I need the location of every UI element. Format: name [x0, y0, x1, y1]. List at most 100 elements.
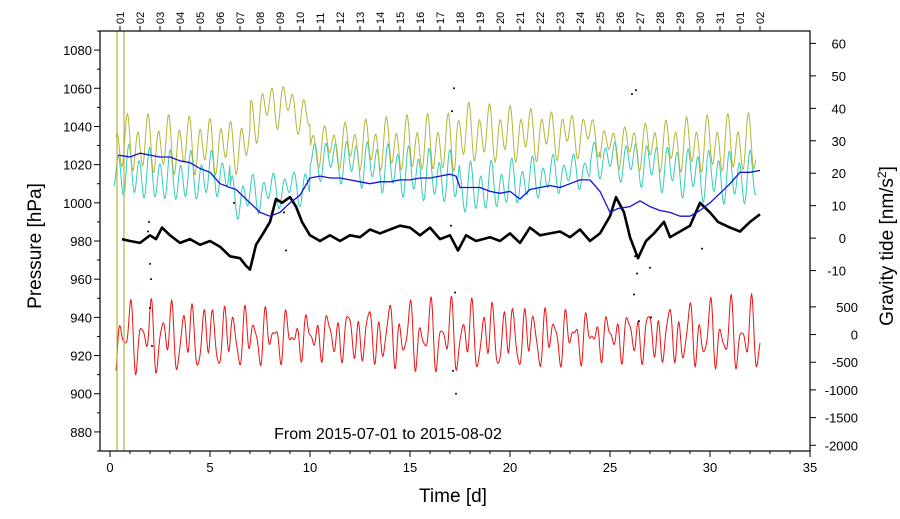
top-day-label: 10 — [295, 12, 307, 24]
outlier-dot — [631, 93, 633, 95]
outlier-dot — [638, 320, 640, 323]
y-left-tick-label: 900 — [70, 387, 92, 402]
top-day-label: 11 — [315, 13, 327, 24]
series-pressure-black — [121, 195, 761, 271]
y-right-upper-tick-label: 10 — [832, 199, 846, 214]
y-axis-title-right-main: Gravity tide [nm/s — [877, 178, 898, 326]
x-axis-title: Time [d] — [419, 486, 487, 507]
x-tick-label: 15 — [403, 460, 417, 475]
top-day-label: 15 — [395, 12, 407, 24]
y-right-lower-tick-label: 0 — [851, 328, 858, 343]
y-axis-title-left: Pressure [hPa] — [25, 183, 46, 309]
top-day-label: 13 — [355, 12, 367, 24]
outlier-dot — [701, 247, 703, 250]
y-right-upper-tick-label: 50 — [832, 69, 846, 84]
top-day-label: 01 — [115, 12, 127, 24]
plot-area — [113, 31, 761, 451]
y-right-lower-tick-label: -1500 — [825, 411, 858, 426]
series-pressure-blue — [117, 152, 761, 217]
x-tick-label: 10 — [303, 460, 317, 475]
outlier-dot — [149, 262, 151, 265]
outlier-dot — [147, 230, 149, 233]
top-day-label: 09 — [275, 12, 287, 24]
outlier-dot — [285, 249, 287, 252]
outlier-dot — [452, 369, 454, 372]
top-day-label: 22 — [535, 12, 547, 24]
top-day-label: 29 — [675, 12, 687, 24]
outlier-dot — [650, 316, 652, 319]
series-cyan-tide — [113, 140, 757, 220]
outlier-dot — [148, 220, 150, 223]
top-day-label: 31 — [715, 12, 727, 24]
x-tick-label: 20 — [503, 460, 517, 475]
outlier-dot — [453, 87, 455, 90]
top-day-label: 06 — [215, 12, 227, 24]
outlier-dot — [454, 291, 456, 294]
top-day-label: 05 — [195, 12, 207, 24]
series-red-tide — [115, 292, 761, 376]
top-day-label: 02 — [135, 12, 147, 24]
y-right-upper-tick-label: 30 — [832, 134, 846, 149]
top-day-label: 30 — [695, 12, 707, 24]
top-day-label: 04 — [175, 12, 187, 24]
annotation: From 2015-07-01 to 2015-08-02 — [274, 426, 502, 443]
top-day-label: 12 — [335, 12, 347, 24]
outlier-dot — [634, 255, 636, 258]
y-left-tick-label: 1080 — [63, 43, 92, 58]
y-left-tick-label: 1000 — [63, 196, 92, 211]
outlier-dot — [450, 224, 452, 227]
y-left-tick-label: 960 — [70, 272, 92, 287]
outlier-dot — [636, 272, 638, 275]
top-day-label: 20 — [495, 12, 507, 24]
y-right-upper-tick-label: 40 — [832, 101, 846, 116]
y-left-tick-label: 980 — [70, 234, 92, 249]
outlier-dot — [635, 89, 637, 92]
outlier-dot — [283, 211, 285, 214]
top-day-label: 25 — [595, 12, 607, 24]
y-right-lower-tick-label: -500 — [832, 355, 858, 370]
y-axis-title-right-sup: 2 — [875, 171, 889, 178]
top-day-label: 07 — [235, 12, 247, 24]
outlier-dot — [633, 293, 635, 296]
y-axis-title-right: Gravity tide [nm/s2] — [875, 166, 898, 326]
top-day-label: 27 — [635, 12, 647, 24]
x-tick-label: 35 — [803, 460, 817, 475]
outlier-dot — [455, 392, 457, 395]
outlier-dot — [151, 345, 153, 347]
y-right-lower-tick-label: -1000 — [825, 383, 858, 398]
outlier-dot — [233, 201, 235, 204]
y-axis-title-right-end: ] — [877, 166, 898, 171]
outlier-dot — [451, 110, 453, 113]
top-day-label: 02 — [755, 12, 767, 24]
y-right-lower-tick-label: -2000 — [825, 438, 858, 453]
top-day-label: 24 — [575, 12, 587, 24]
y-left-tick-label: 940 — [70, 310, 92, 325]
y-left-tick-label: 1040 — [63, 119, 92, 134]
top-day-label: 14 — [375, 12, 387, 24]
top-day-label: 19 — [475, 12, 487, 24]
x-tick-label: 5 — [206, 460, 213, 475]
top-day-label: 03 — [155, 12, 167, 24]
x-tick-label: 0 — [106, 460, 113, 475]
series-olive-tide — [115, 86, 757, 177]
y-left-tick-label: 1060 — [63, 81, 92, 96]
top-day-label: 17 — [435, 12, 447, 24]
top-day-label: 16 — [415, 12, 427, 24]
outlier-dot — [149, 306, 151, 309]
top-day-label: 18 — [455, 12, 467, 24]
top-day-label: 01 — [735, 12, 747, 24]
top-day-label: 08 — [255, 12, 267, 24]
y-left-tick-label: 880 — [70, 425, 92, 440]
y-left-tick-label: 1020 — [63, 158, 92, 173]
top-day-label: 26 — [615, 12, 627, 24]
x-tick-label: 25 — [603, 460, 617, 475]
y-right-upper-tick-label: 0 — [839, 231, 846, 246]
y-right-upper-tick-label: -10 — [827, 264, 846, 279]
top-day-label: 21 — [515, 12, 527, 24]
x-tick-label: 30 — [703, 460, 717, 475]
outlier-dot — [150, 278, 152, 281]
y-right-lower-tick-label: 500 — [836, 300, 858, 315]
top-day-label: 23 — [555, 12, 567, 24]
